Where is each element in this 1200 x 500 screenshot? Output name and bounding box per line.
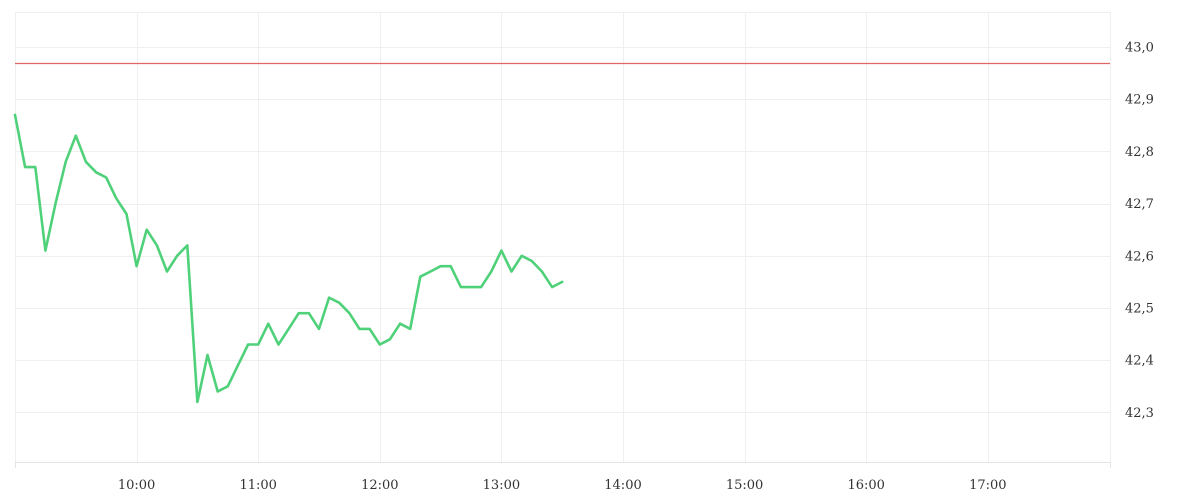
x-tick-label: 11:00 xyxy=(239,478,276,493)
axis-layer xyxy=(15,462,1111,468)
y-tick-label: 43,0 xyxy=(1125,41,1154,56)
y-tick-label: 42,3 xyxy=(1125,406,1154,421)
y-tick-label: 42,5 xyxy=(1125,302,1154,317)
x-tick-label: 17:00 xyxy=(969,478,1006,493)
x-tick-label: 12:00 xyxy=(361,478,398,493)
series-layer xyxy=(13,113,564,404)
x-tick-label: 16:00 xyxy=(847,478,884,493)
x-tick-label: 14:00 xyxy=(604,478,641,493)
x-tick-label: 15:00 xyxy=(726,478,763,493)
price-series-line xyxy=(13,113,564,404)
y-tick-label: 42,4 xyxy=(1125,354,1154,369)
y-tick-label: 42,8 xyxy=(1125,145,1154,160)
y-tick-label: 42,9 xyxy=(1125,93,1154,108)
grid-layer xyxy=(15,12,1111,462)
y-tick-label: 42,6 xyxy=(1125,249,1154,264)
x-tick-label: 13:00 xyxy=(483,478,520,493)
x-tick-label: 10:00 xyxy=(118,478,155,493)
y-tick-label: 42,7 xyxy=(1125,197,1154,212)
tick-label-layer: 10:00 11:00 12:00 13:00 14:00 15:00 16:00 17:00… xyxy=(118,41,1154,494)
